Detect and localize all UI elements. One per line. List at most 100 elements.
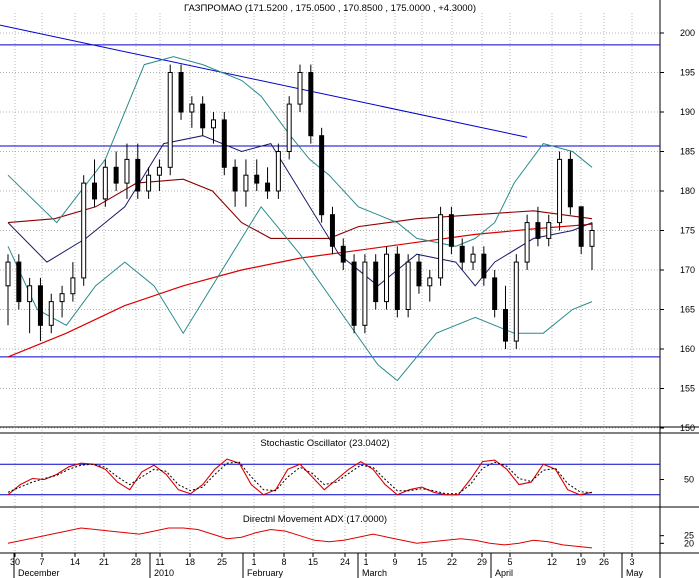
candle-body xyxy=(286,103,292,152)
candle-body xyxy=(92,182,98,200)
adx-y-tick-label: 25 xyxy=(684,531,694,541)
adx-panel xyxy=(7,527,593,549)
candle-body xyxy=(221,119,227,168)
candle-body xyxy=(448,214,454,247)
candle-body xyxy=(156,166,162,176)
candle-body xyxy=(535,222,541,239)
candle-body xyxy=(189,103,195,113)
candle-body xyxy=(254,174,260,184)
candle-body xyxy=(394,253,400,310)
bollinger-upper-line xyxy=(7,56,593,247)
candle-body xyxy=(416,261,422,287)
candle-body xyxy=(27,285,33,303)
candle-body xyxy=(567,158,573,208)
candle-body xyxy=(5,261,11,287)
x-tick-label: 1 xyxy=(251,557,256,567)
x-tick-label: 26 xyxy=(599,557,609,567)
candle-body xyxy=(470,253,476,263)
y-tick-label: 200 xyxy=(680,28,695,38)
candle-body xyxy=(113,166,119,184)
y-tick-label: 185 xyxy=(680,147,695,157)
y-tick-label: 165 xyxy=(680,305,695,315)
x-tick-label: 5 xyxy=(507,557,512,567)
adx-y-tick-label: 20 xyxy=(684,538,694,548)
x-tick-label: 22 xyxy=(447,557,457,567)
candle-body xyxy=(178,72,184,113)
candle-body xyxy=(59,293,65,303)
x-tick-label: 12 xyxy=(547,557,557,567)
y-tick-label: 160 xyxy=(680,344,695,354)
candle-body xyxy=(81,182,87,279)
fast-average-line xyxy=(7,135,593,287)
candle-body xyxy=(373,261,379,303)
stochastic-title: Stochastic Oscillator (23.0402) xyxy=(260,438,389,449)
y-tick-label: 175 xyxy=(680,226,695,236)
candle-body xyxy=(37,285,43,326)
candle-body xyxy=(70,277,76,295)
main-chart-title: ГАЗПРОМАО (171.5200 , 175.0500 , 170.850… xyxy=(184,3,476,14)
candle-body xyxy=(589,230,595,247)
x-tick-label: 15 xyxy=(308,557,318,567)
candle-body xyxy=(481,253,487,279)
x-tick-label: 29 xyxy=(477,557,487,567)
x-tick-label: 9 xyxy=(392,557,397,567)
candle-body xyxy=(265,182,271,192)
x-tick-label: 1 xyxy=(363,557,368,567)
candle-body xyxy=(438,214,444,279)
candle-body xyxy=(492,277,498,310)
candle-body xyxy=(329,214,335,247)
x-tick-label: 19 xyxy=(576,557,586,567)
x-tick-label: 28 xyxy=(131,557,141,567)
candle-body xyxy=(275,151,281,192)
x-tick-label: 14 xyxy=(70,557,80,567)
moving-average-long-line xyxy=(7,223,593,358)
stochastic-panel xyxy=(0,458,660,496)
x-tick-label: 8 xyxy=(281,557,286,567)
x-tick-label: 15 xyxy=(417,557,427,567)
month-label: April xyxy=(495,568,513,578)
candle-body xyxy=(362,261,368,326)
candle-body xyxy=(546,222,552,239)
month-label: December xyxy=(18,568,60,578)
x-tick-label: 24 xyxy=(340,557,350,567)
candle-body xyxy=(384,253,390,303)
x-tick-label: 11 xyxy=(155,557,164,567)
candle-body xyxy=(308,72,314,137)
price-panel xyxy=(0,24,660,382)
candle-body xyxy=(243,174,249,192)
candle-body xyxy=(124,158,130,184)
candle-body xyxy=(502,309,508,342)
candle-body xyxy=(102,166,108,200)
candle-body xyxy=(146,174,152,192)
x-tick-label: 30 xyxy=(10,557,20,567)
y-tick-label: 190 xyxy=(680,107,695,117)
candle-body xyxy=(524,222,530,263)
y-tick-label: 180 xyxy=(680,186,695,196)
candle-body xyxy=(319,135,325,216)
x-tick-label: 25 xyxy=(217,557,227,567)
candle-body xyxy=(210,119,216,129)
x-tick-label: 21 xyxy=(99,557,109,567)
candle-body xyxy=(16,261,22,303)
trend-line xyxy=(0,24,528,138)
month-label: May xyxy=(626,568,644,578)
month-label: March xyxy=(362,568,387,578)
candle-body xyxy=(427,277,433,287)
candle-body xyxy=(200,103,206,129)
candle-body xyxy=(578,206,584,247)
month-label: 2010 xyxy=(154,568,174,578)
moving-average-mid-line xyxy=(7,178,593,239)
x-tick-label: 3 xyxy=(629,557,634,567)
y-tick-label: 170 xyxy=(680,265,695,275)
y-tick-label: 150 xyxy=(680,423,695,433)
x-tick-label: 18 xyxy=(185,557,195,567)
candle-body xyxy=(459,245,465,263)
x-tick-label: 7 xyxy=(39,557,44,567)
candle-body xyxy=(351,261,357,326)
candle-body xyxy=(340,245,346,263)
candle-body xyxy=(513,261,519,342)
candle-body xyxy=(405,261,411,311)
stochastic-k-line xyxy=(7,458,593,496)
